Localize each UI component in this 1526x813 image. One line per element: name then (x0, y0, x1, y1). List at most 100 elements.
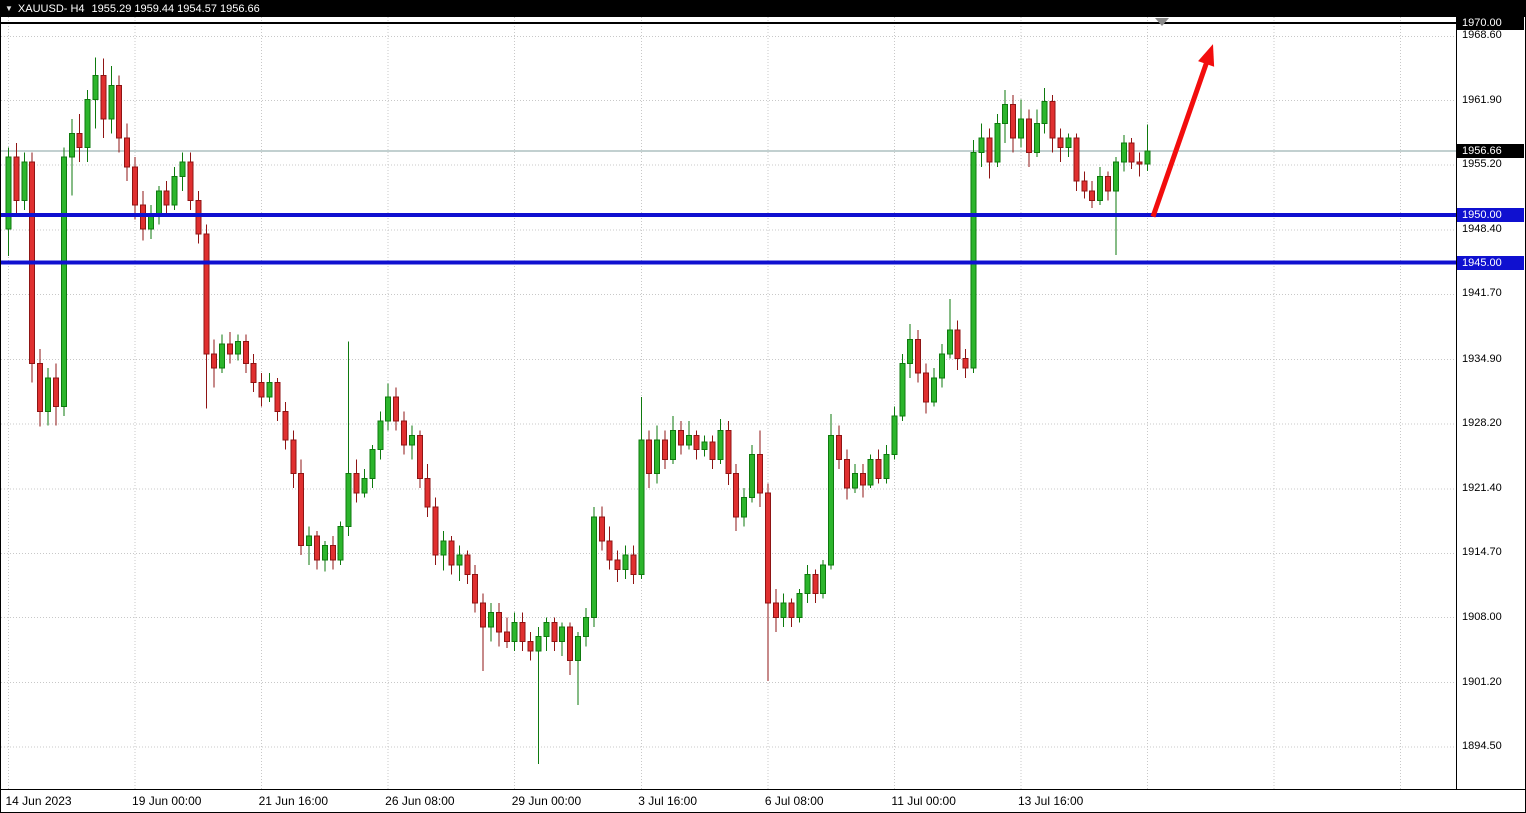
candle-body (693, 434, 700, 451)
candle-body (456, 554, 463, 566)
candle-body (986, 137, 993, 163)
candle-body (701, 441, 708, 451)
candle-body (408, 434, 415, 446)
candle-body (946, 329, 953, 355)
candle-body (954, 329, 961, 360)
candle-body (812, 573, 819, 595)
candle-body (725, 430, 732, 475)
price-axis[interactable]: 1968.60 1961.90 1955.20 1948.40 1941.70 1934.… (1456, 16, 1525, 812)
candle-body (282, 410, 289, 441)
candle-body (37, 362, 44, 412)
current-price-badge: 1956.66 (1457, 143, 1524, 158)
candle-body (1073, 137, 1080, 182)
candle-body (250, 362, 257, 384)
candle-body (930, 377, 937, 403)
candle-body (68, 132, 75, 158)
candle-body (749, 454, 756, 499)
candle-body (796, 593, 803, 619)
candle-body (614, 559, 621, 571)
candle-body (1041, 101, 1048, 125)
candle-body (345, 473, 352, 527)
time-axis-label: 14 Jun 2023 (5, 794, 72, 808)
candle-body (709, 441, 716, 460)
trend-arrow-head[interactable] (1198, 44, 1215, 67)
candle-body (84, 99, 91, 149)
candle-body (511, 621, 518, 642)
candle-body (772, 602, 779, 619)
candle-body (899, 362, 906, 417)
candle-body (108, 84, 115, 120)
candle-body (875, 458, 882, 479)
candle-body (646, 439, 653, 475)
candle-body (361, 477, 368, 494)
candle-body (353, 473, 360, 494)
candle-body (891, 415, 898, 456)
candle-body (994, 123, 1001, 163)
candle-body (266, 382, 273, 398)
candle-body (274, 382, 281, 412)
price-tick-label: 1928.20 (1462, 416, 1502, 429)
time-axis[interactable]: 14 Jun 2023 19 Jun 00:00 21 Jun 16:00 26 Ju… (1, 789, 1525, 812)
candle-body (685, 434, 692, 446)
symbol-dropdown-icon[interactable]: ▼ (5, 4, 13, 13)
candle-body (1049, 101, 1056, 139)
candle-body (242, 340, 249, 364)
candle-body (1065, 137, 1072, 149)
candle-body (480, 602, 487, 628)
candle-body (938, 353, 945, 379)
trend-arrow-line[interactable] (1150, 54, 1212, 218)
candle-body (780, 602, 787, 619)
candle-body (1136, 161, 1143, 165)
candle-body (306, 535, 313, 547)
candle-body (733, 473, 740, 518)
candle-body (1002, 104, 1009, 125)
chart-title-bar: ▼ XAUUSD- H4 1955.29 1959.44 1954.57 1956.… (1, 1, 1525, 17)
candle-body (219, 343, 226, 369)
candle-body (836, 434, 843, 460)
chart-canvas[interactable] (1, 17, 1456, 789)
candle-body (907, 338, 914, 364)
candle-body (132, 166, 139, 206)
candle-body (1057, 137, 1064, 149)
candle-body (52, 377, 59, 408)
candle-body (424, 477, 431, 508)
candle-body (377, 420, 384, 451)
price-tick-label: 1908.00 (1462, 610, 1502, 623)
candle-body (669, 430, 676, 460)
candle-body (606, 540, 613, 561)
candle-body (234, 340, 241, 355)
price-tick-label: 1901.20 (1462, 675, 1502, 688)
candle-body (92, 75, 99, 101)
candle-body (551, 621, 558, 642)
candle-body (179, 161, 186, 177)
chart-ohlc-values: 1955.29 1959.44 1954.57 1956.66 (91, 3, 260, 15)
candle-body (851, 473, 858, 489)
candle-body (654, 439, 661, 475)
candle-body (448, 540, 455, 566)
candle-body (226, 343, 233, 355)
candle-body (203, 233, 210, 355)
candle-body (100, 75, 107, 120)
candle-body (76, 132, 83, 149)
candle-body (622, 554, 629, 571)
candle-body (290, 439, 297, 475)
candle-body (155, 190, 162, 216)
time-axis-label: 26 Jun 08:00 (385, 794, 455, 808)
candle-body (962, 358, 969, 369)
candle-body (313, 535, 320, 561)
candle-body (978, 137, 985, 153)
candle-body (575, 636, 582, 662)
candle-body (867, 458, 874, 486)
candle-body (630, 554, 637, 575)
chart-symbol-period: XAUUSD- H4 (17, 3, 85, 15)
chart-shift-marker[interactable] (1155, 18, 1169, 26)
candle-body (741, 497, 748, 518)
candle-body (804, 573, 811, 595)
candle-body (590, 516, 597, 619)
candle-body (393, 396, 400, 422)
candle-body (440, 540, 447, 556)
candle-body (472, 573, 479, 604)
candle-body (828, 434, 835, 566)
candle-body (559, 626, 566, 642)
candle-body (756, 454, 763, 494)
